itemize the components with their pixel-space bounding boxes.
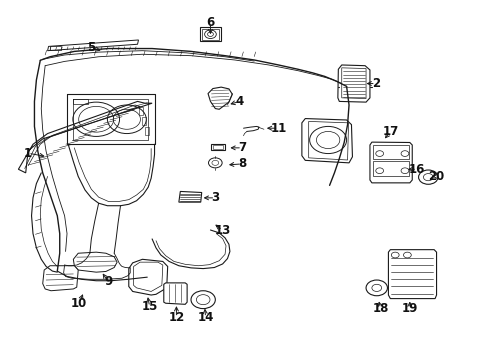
Polygon shape (42, 266, 78, 291)
Text: 7: 7 (238, 141, 245, 154)
Polygon shape (211, 144, 224, 150)
Polygon shape (73, 252, 117, 272)
Text: 4: 4 (235, 95, 243, 108)
Text: 18: 18 (372, 302, 388, 315)
Polygon shape (301, 118, 352, 163)
Polygon shape (47, 40, 138, 51)
Text: 13: 13 (214, 224, 230, 237)
Polygon shape (133, 262, 163, 292)
Text: 12: 12 (168, 311, 184, 324)
Text: 9: 9 (104, 275, 112, 288)
Bar (73, 99, 88, 104)
Bar (145, 127, 149, 135)
Polygon shape (387, 249, 436, 298)
Bar (372, 145, 408, 159)
Text: 19: 19 (401, 302, 417, 315)
Polygon shape (19, 102, 152, 173)
Polygon shape (337, 65, 369, 102)
Polygon shape (163, 283, 187, 304)
Text: 15: 15 (141, 300, 158, 313)
Text: 2: 2 (371, 77, 379, 90)
Text: 8: 8 (238, 157, 245, 170)
Text: 1: 1 (24, 147, 32, 160)
Text: 17: 17 (382, 125, 398, 138)
Text: 6: 6 (206, 16, 214, 29)
Polygon shape (179, 192, 201, 202)
Polygon shape (200, 27, 221, 41)
Polygon shape (128, 259, 167, 295)
Text: 3: 3 (211, 192, 219, 204)
Bar (50, 46, 61, 50)
Bar (142, 117, 146, 125)
Polygon shape (202, 29, 218, 40)
Polygon shape (369, 142, 411, 183)
Text: 14: 14 (197, 311, 213, 324)
Text: 10: 10 (71, 297, 87, 310)
Polygon shape (341, 68, 366, 99)
Text: 5: 5 (87, 41, 95, 54)
Polygon shape (207, 87, 232, 109)
Text: 20: 20 (427, 170, 444, 183)
Bar (139, 108, 143, 115)
Polygon shape (213, 145, 223, 149)
Text: 16: 16 (408, 163, 425, 176)
Polygon shape (308, 121, 348, 160)
Bar (372, 161, 408, 176)
Text: 11: 11 (270, 122, 286, 135)
